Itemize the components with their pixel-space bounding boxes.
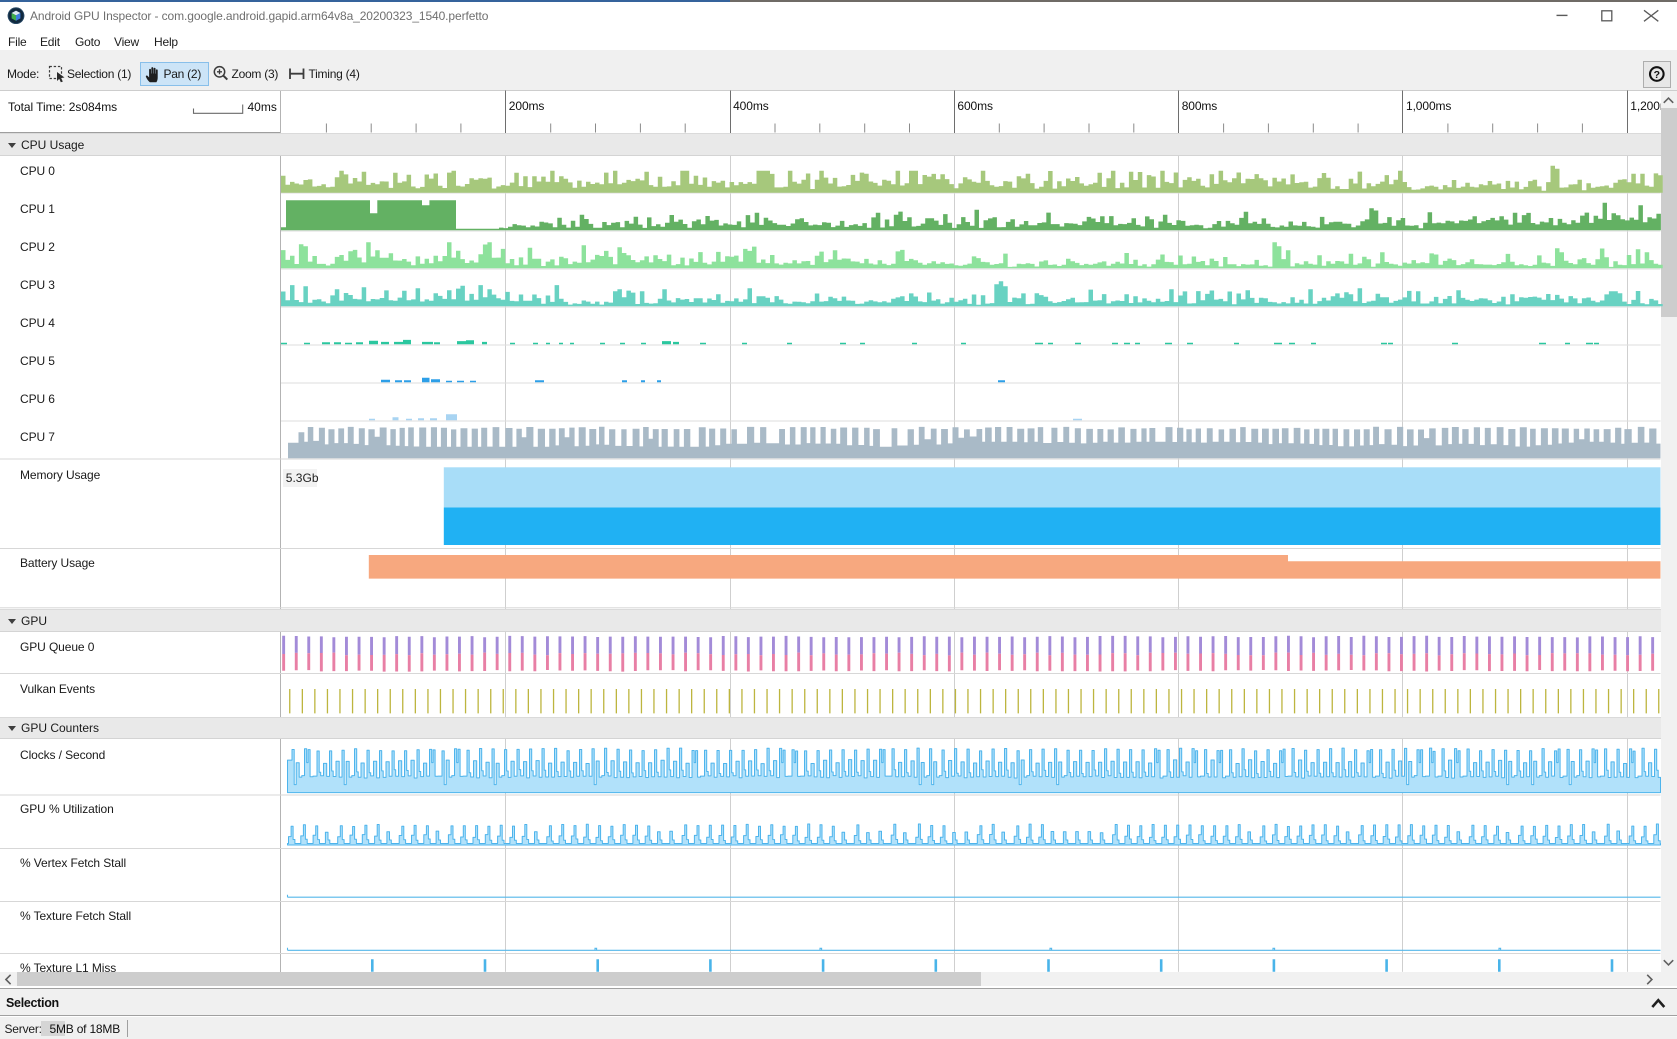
svg-text:?: ? — [1654, 69, 1660, 81]
